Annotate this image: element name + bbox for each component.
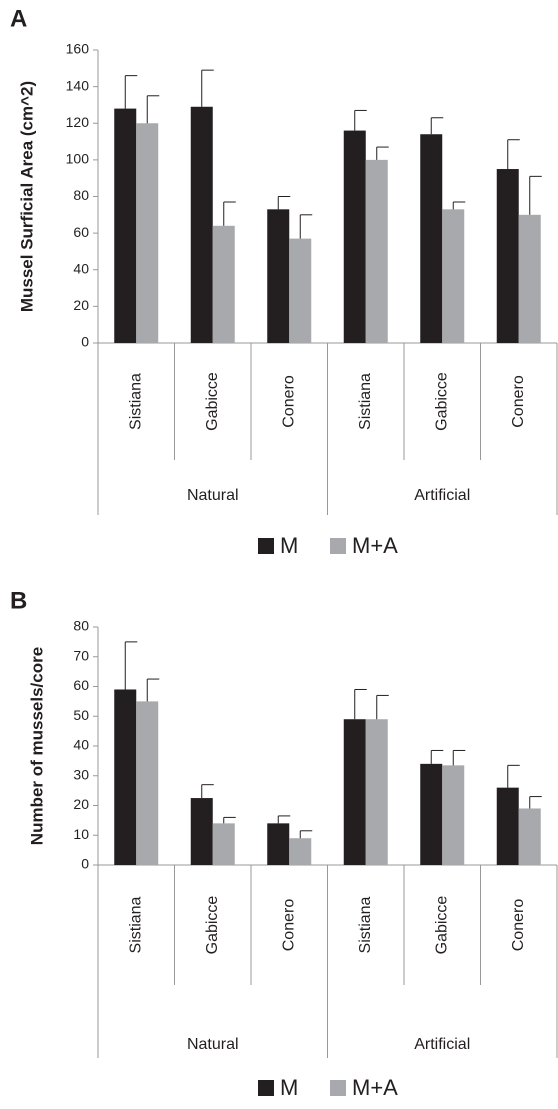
- bar: [518, 808, 541, 865]
- legend-label: M: [280, 1075, 298, 1100]
- error-bar: [124, 75, 138, 109]
- bar: [496, 787, 519, 865]
- bar: [136, 123, 159, 343]
- y-tick-label: 80: [73, 187, 89, 203]
- x-tick-label: Gabicce: [204, 896, 221, 955]
- group-label: Artificial: [414, 487, 470, 504]
- y-tick-label: 80: [73, 618, 89, 634]
- bar: [114, 689, 137, 865]
- y-tick-label: 40: [73, 737, 89, 753]
- bar: [212, 225, 235, 343]
- y-tick-label: 60: [73, 224, 89, 240]
- bar: [267, 823, 290, 865]
- bar: [343, 719, 366, 865]
- error-bar: [376, 146, 389, 160]
- x-tick-label: Gabicce: [433, 372, 450, 431]
- x-tick-label: Sistiana: [357, 896, 374, 953]
- error-bar: [452, 201, 466, 210]
- bar: [136, 701, 159, 865]
- bar: [518, 214, 541, 343]
- error-bar: [146, 678, 160, 702]
- bar: [442, 209, 465, 343]
- error-bar: [430, 117, 444, 135]
- y-axis-label: Mussel Surficial Area (cm^2): [17, 81, 36, 312]
- bar: [420, 134, 443, 343]
- y-tick-label: 60: [73, 677, 89, 693]
- x-tick-label: Conero: [510, 899, 527, 952]
- y-tick-label: 140: [66, 77, 90, 93]
- bar: [343, 130, 366, 343]
- x-tick-label: Gabicce: [204, 372, 221, 431]
- legend-swatch: [330, 538, 346, 554]
- group-label: Natural: [187, 1036, 239, 1053]
- y-tick-label: 100: [66, 151, 90, 167]
- legend-label: M+A: [352, 533, 398, 558]
- bar: [114, 108, 137, 343]
- error-bar: [529, 796, 542, 809]
- bar: [365, 159, 388, 343]
- panel-label: A: [10, 5, 27, 32]
- error-bar: [507, 139, 520, 170]
- error-bar: [146, 95, 160, 124]
- y-tick-label: 40: [73, 260, 89, 276]
- x-tick-label: Conero: [510, 375, 527, 428]
- y-tick-label: 0: [81, 334, 89, 350]
- y-tick-label: 0: [81, 856, 89, 872]
- y-tick-label: 10: [73, 826, 89, 842]
- bar: [365, 719, 388, 865]
- error-bar: [376, 694, 389, 720]
- panel-label: B: [10, 587, 27, 614]
- x-tick-label: Conero: [280, 899, 297, 952]
- error-bar: [277, 196, 291, 210]
- y-tick-label: 70: [73, 647, 89, 663]
- error-bar: [354, 688, 367, 720]
- y-tick-label: 50: [73, 707, 89, 723]
- y-tick-label: 20: [73, 796, 89, 812]
- error-bar: [277, 815, 291, 824]
- group-label: Natural: [187, 487, 239, 504]
- error-bar: [223, 201, 236, 226]
- error-bar: [124, 641, 138, 690]
- error-bar: [201, 784, 214, 799]
- y-tick-label: 160: [66, 41, 90, 57]
- error-bar: [507, 764, 520, 788]
- bar: [442, 765, 465, 865]
- group-label: Artificial: [414, 1036, 470, 1053]
- bar: [212, 823, 235, 865]
- x-tick-label: Sistiana: [127, 373, 144, 430]
- bar: [289, 838, 312, 865]
- legend-label: M+A: [352, 1075, 398, 1100]
- error-bar: [430, 749, 444, 764]
- error-bar: [452, 749, 466, 766]
- bar: [496, 169, 519, 343]
- legend-swatch: [330, 1080, 346, 1096]
- error-bar: [223, 816, 236, 824]
- bar: [190, 798, 213, 865]
- bar: [267, 209, 290, 343]
- x-tick-label: Conero: [280, 375, 297, 428]
- y-tick-label: 30: [73, 766, 89, 782]
- x-tick-label: Sistiana: [357, 373, 374, 430]
- y-tick-label: 20: [73, 297, 89, 313]
- y-axis-label: Number of mussels/core: [27, 647, 46, 845]
- legend-swatch: [258, 1080, 274, 1096]
- x-tick-label: Gabicce: [433, 896, 450, 955]
- legend-label: M: [280, 533, 298, 558]
- error-bar: [299, 830, 313, 839]
- bar: [190, 106, 213, 343]
- error-bar: [354, 109, 367, 131]
- y-tick-label: 120: [66, 114, 90, 130]
- bar: [289, 238, 312, 343]
- error-bar: [201, 69, 214, 107]
- bar: [420, 763, 443, 865]
- error-bar: [529, 175, 542, 215]
- error-bar: [299, 214, 313, 239]
- x-tick-label: Sistiana: [127, 896, 144, 953]
- legend-swatch: [258, 538, 274, 554]
